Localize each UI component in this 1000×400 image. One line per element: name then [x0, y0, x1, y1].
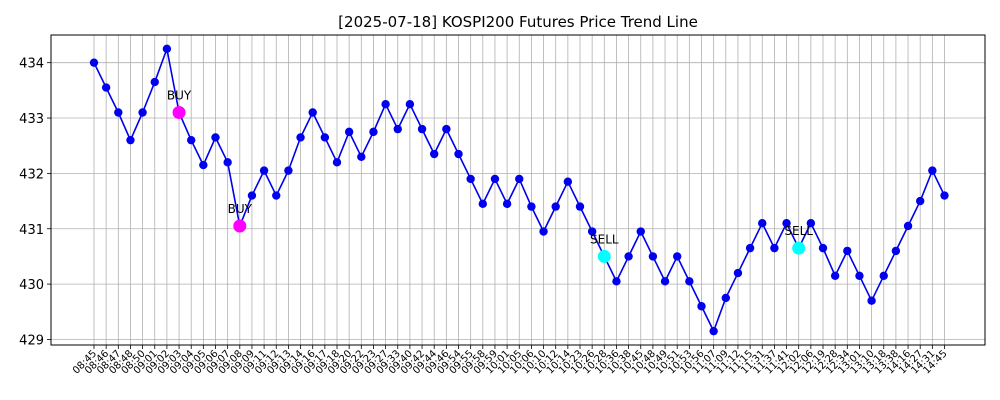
data-point	[357, 152, 366, 161]
chart-title: [2025-07-18] KOSPI200 Futures Price Tren…	[338, 13, 698, 31]
sell-signal-label: SELL	[784, 224, 813, 238]
sell-signal-marker	[597, 249, 611, 263]
y-axis-ticks: 429 430 431 432 433 434	[19, 57, 51, 348]
data-point	[673, 252, 682, 261]
data-point	[916, 196, 925, 206]
buy-signal-label: BUY	[167, 89, 192, 103]
data-point	[466, 174, 475, 184]
data-point	[903, 221, 913, 231]
data-point	[539, 227, 548, 236]
data-point	[405, 99, 415, 109]
data-point	[575, 202, 585, 211]
y-tick-label: 431	[19, 223, 44, 238]
data-point	[344, 127, 354, 137]
data-point	[527, 202, 536, 211]
data-point	[162, 44, 172, 54]
data-point	[758, 219, 767, 228]
data-point	[114, 108, 123, 117]
data-point	[879, 271, 888, 281]
data-point	[709, 326, 718, 336]
data-point	[612, 277, 621, 286]
y-tick-label: 434	[19, 57, 44, 72]
data-point	[551, 202, 560, 211]
data-point	[332, 158, 342, 167]
data-point	[502, 199, 512, 209]
data-point	[515, 174, 524, 184]
data-point	[187, 135, 196, 145]
data-point	[442, 124, 451, 134]
data-point	[211, 133, 220, 142]
data-point	[940, 191, 949, 200]
plot-frame	[50, 34, 986, 346]
data-point	[308, 108, 317, 117]
data-point	[624, 252, 633, 261]
data-point	[733, 268, 743, 278]
data-point	[563, 177, 573, 186]
data-point	[648, 252, 658, 261]
data-point	[454, 149, 463, 159]
data-point	[417, 124, 427, 134]
data-point	[721, 293, 730, 303]
data-point	[138, 108, 147, 117]
data-point	[770, 243, 779, 253]
data-point	[478, 199, 487, 209]
sell-signal-label: SELL	[590, 232, 619, 246]
x-axis-ticks: 08:4508:4608:4708:4808:5009:0109:0209:03…	[71, 345, 950, 377]
data-point	[430, 149, 439, 159]
data-point	[660, 277, 670, 286]
data-point	[490, 174, 500, 184]
data-point	[928, 166, 937, 175]
data-point	[685, 277, 694, 286]
data-point	[806, 219, 816, 228]
sell-signal-marker	[792, 241, 806, 255]
data-point	[381, 99, 390, 109]
data-point	[818, 243, 828, 253]
buy-signal-marker	[172, 106, 186, 119]
data-point	[199, 160, 208, 170]
grid	[51, 35, 985, 345]
data-point	[369, 127, 378, 137]
data-point	[843, 246, 852, 256]
data-point	[296, 133, 305, 142]
data-point	[150, 77, 159, 87]
data-point	[320, 133, 330, 142]
y-tick-label: 433	[19, 112, 44, 127]
data-point	[830, 271, 840, 281]
data-point	[782, 219, 791, 228]
data-point	[223, 158, 232, 167]
data-point	[855, 271, 864, 281]
data-point	[259, 166, 269, 175]
buy-signal-label: BUY	[228, 202, 253, 216]
data-point	[284, 166, 293, 175]
y-tick-label: 429	[19, 333, 44, 348]
data-point	[697, 302, 706, 311]
y-tick-label: 430	[19, 278, 44, 293]
data-point	[126, 135, 135, 145]
buy-signal-marker	[233, 219, 247, 233]
data-point	[272, 191, 281, 200]
data-point	[745, 243, 755, 253]
data-point	[636, 227, 645, 236]
data-point	[393, 124, 402, 134]
data-point	[101, 83, 111, 92]
data-point	[867, 296, 876, 305]
trade-signals: BUY BUY SELL SELL	[167, 89, 813, 263]
data-point	[247, 191, 257, 200]
y-tick-label: 432	[19, 167, 44, 182]
data-point	[891, 246, 901, 256]
data-point	[587, 227, 597, 236]
data-point	[89, 58, 99, 67]
